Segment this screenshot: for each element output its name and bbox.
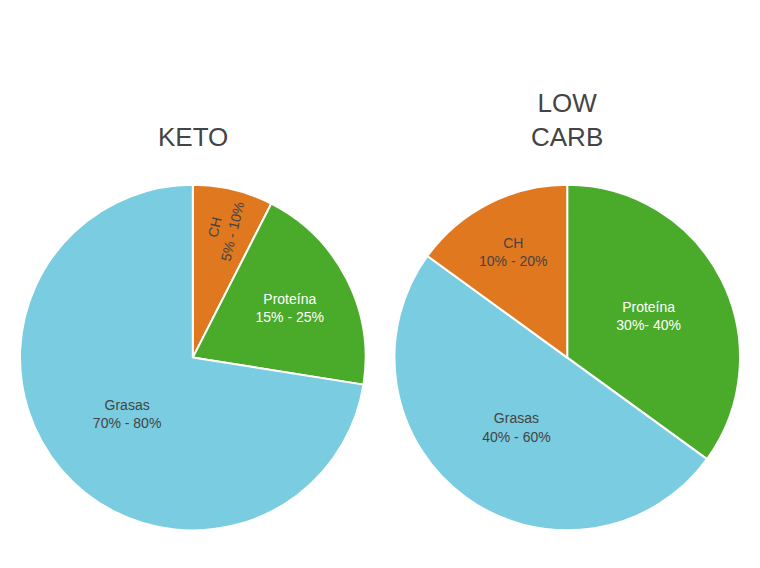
svg-text:LOWCARB: LOWCARB — [531, 88, 603, 152]
svg-text:CH5% - 10%: CH5% - 10% — [200, 196, 247, 263]
svg-text:Proteína15% - 25%: Proteína15% - 25% — [256, 291, 324, 325]
svg-text:KETO: KETO — [158, 122, 228, 152]
svg-text:Grasas40% - 60%: Grasas40% - 60% — [482, 410, 550, 444]
svg-text:Proteína30%- 40%: Proteína30%- 40% — [616, 299, 681, 333]
svg-text:CH10% - 20%: CH10% - 20% — [479, 235, 547, 269]
svg-text:Grasas70% - 80%: Grasas70% - 80% — [93, 397, 161, 431]
